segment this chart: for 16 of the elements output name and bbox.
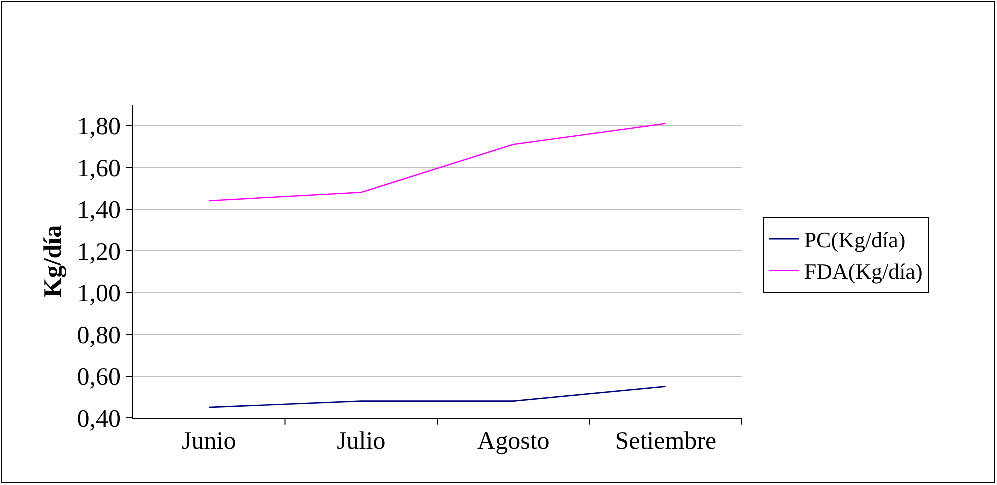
x-tick-label: Agosto [478, 428, 550, 455]
y-tick-label: 0,80 [77, 322, 121, 350]
y-tick-label: 0,40 [77, 406, 121, 433]
x-tick-label: Julio [337, 428, 386, 455]
legend-label: PC(Kg/día) [804, 228, 906, 253]
x-tick-label: Setiembre [615, 428, 717, 455]
y-tick-label: 1,00 [77, 280, 121, 308]
y-tick-label: 1,20 [77, 238, 121, 266]
y-axis-title: Kg/día [40, 224, 67, 298]
y-tick-label: 1,60 [77, 155, 121, 182]
y-tick-label: 1,40 [77, 197, 121, 224]
y-tick-label: 0,60 [77, 364, 121, 392]
legend-label: FDA(Kg/día) [804, 259, 923, 284]
y-tick-label: 1,80 [77, 114, 121, 141]
x-tick-label: Junio [182, 428, 236, 455]
line-series [208, 123, 667, 202]
